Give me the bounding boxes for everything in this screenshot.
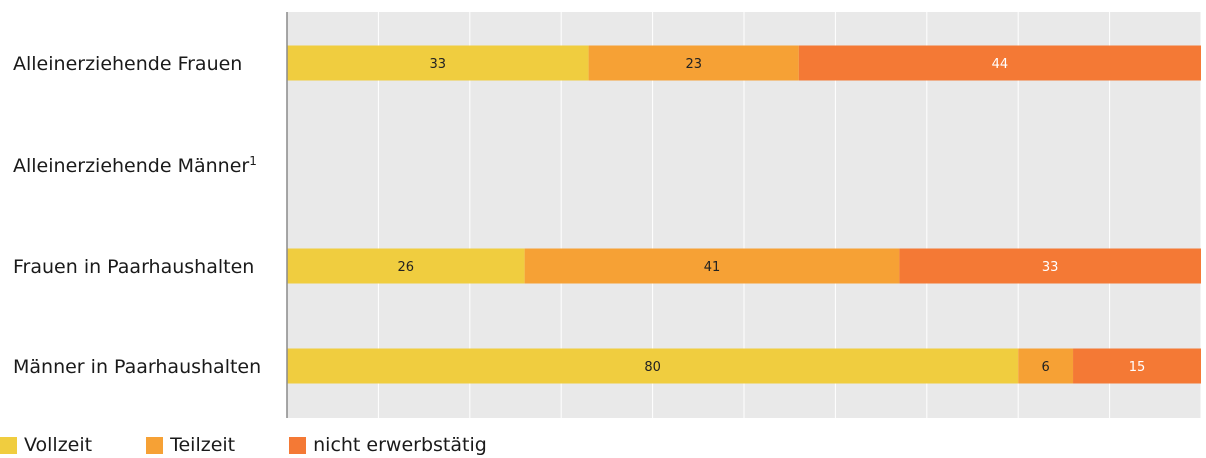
legend: Vollzeit Teilzeit nicht erwerbstätig <box>0 432 541 458</box>
category-label: Männer in Paarhaushalten <box>13 356 261 378</box>
data-label: 15 <box>1129 360 1146 375</box>
stacked-bar-chart: 33 23 44 26 41 33 80 6 15 Alleinerziehende Fraue… <box>13 12 1202 418</box>
legend-swatch-teilzeit <box>146 436 164 454</box>
footnote-marker: 1 <box>249 154 257 168</box>
bar-nicht-erwerbstaetig <box>798 45 1201 81</box>
data-label: 33 <box>430 57 447 72</box>
data-label: 41 <box>704 260 721 275</box>
legend-item-vollzeit: Vollzeit <box>0 434 92 456</box>
legend-item-nicht-erwerbstaetig: nicht erwerbstätig <box>289 434 487 456</box>
data-label: 80 <box>644 360 661 375</box>
legend-swatch-vollzeit <box>0 436 17 454</box>
data-label: 44 <box>992 57 1009 72</box>
data-label: 23 <box>685 57 702 72</box>
bar-teilzeit <box>1018 348 1074 384</box>
bar-vollzeit <box>287 45 589 81</box>
bar-nicht-erwerbstaetig <box>1073 348 1201 384</box>
category-label: Alleinerziehende Frauen <box>13 53 242 75</box>
data-label: 26 <box>398 260 415 275</box>
bars: 33 23 44 26 41 33 80 6 15 <box>287 45 1201 384</box>
legend-item-teilzeit: Teilzeit <box>146 434 235 456</box>
category-label: Frauen in Paarhaushalten <box>13 256 254 278</box>
legend-label-nicht-erwerbstaetig: nicht erwerbstätig <box>313 434 487 456</box>
bar-nicht-erwerbstaetig <box>899 248 1201 284</box>
bar-teilzeit <box>524 248 900 284</box>
category-label: Alleinerziehende Männer1 <box>13 154 257 177</box>
legend-swatch-nicht-erwerbstaetig <box>289 436 307 454</box>
category-labels: Alleinerziehende Frauen Alleinerziehende … <box>13 53 261 378</box>
bar-teilzeit <box>588 45 799 81</box>
data-label: 6 <box>1041 360 1049 375</box>
bar-vollzeit <box>287 348 1019 384</box>
legend-label-vollzeit: Vollzeit <box>24 434 93 456</box>
data-label: 33 <box>1042 260 1059 275</box>
legend-label-teilzeit: Teilzeit <box>170 434 236 456</box>
bar-vollzeit <box>287 248 525 284</box>
